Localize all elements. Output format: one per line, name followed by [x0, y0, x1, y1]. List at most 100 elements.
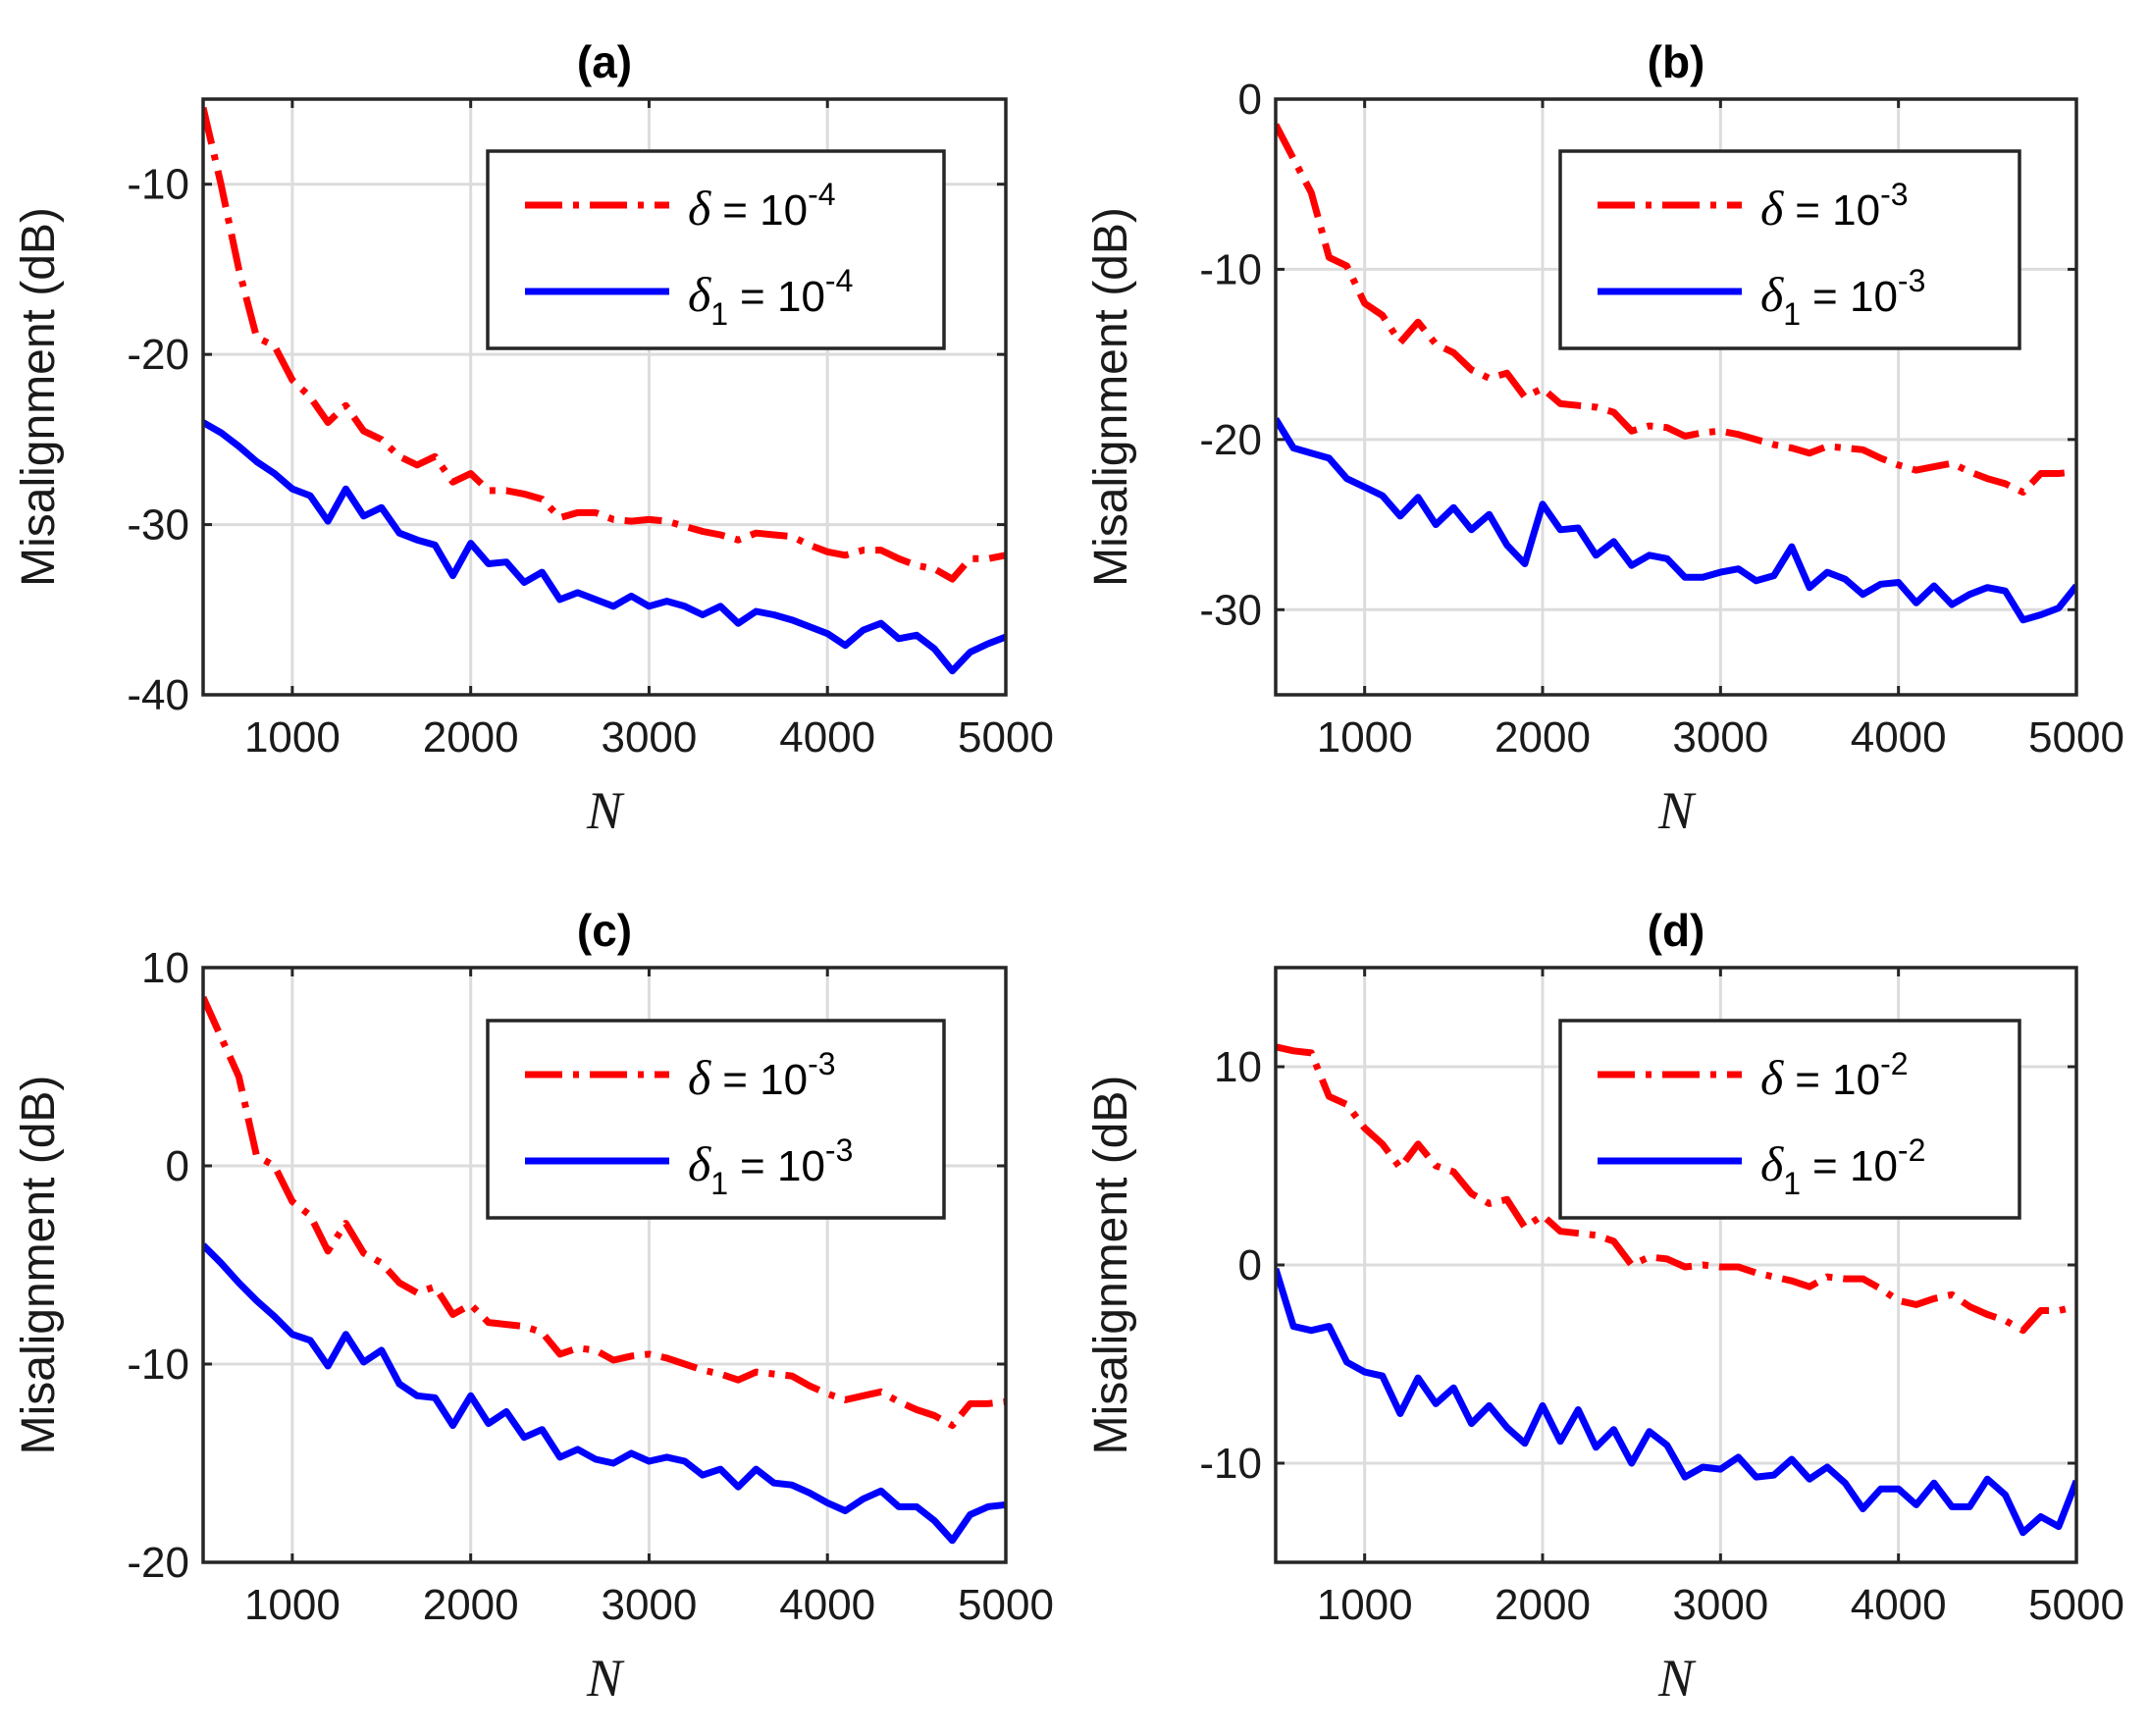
series-line-delta1 — [203, 419, 1006, 675]
y-tick-label: -20 — [127, 1539, 189, 1587]
y-tick-label: -30 — [1199, 586, 1262, 634]
legend-exponent: -4 — [808, 177, 835, 212]
legend-rhs: = 10 — [722, 1056, 808, 1104]
legend-exponent: -2 — [1880, 1046, 1908, 1081]
x-axis-label: N — [586, 1649, 625, 1708]
x-tick-label: 1000 — [1317, 1581, 1413, 1629]
x-tick-label: 4000 — [779, 1581, 875, 1629]
x-axis-label: N — [1657, 781, 1697, 840]
y-axis-label: Misalignment (dB) — [1085, 207, 1137, 587]
y-tick-label: -30 — [127, 501, 189, 550]
legend-subscript: 1 — [710, 1166, 728, 1201]
series-group — [1276, 1043, 2076, 1537]
axes-box — [201, 966, 1008, 1564]
x-tick-label: 1000 — [244, 713, 341, 762]
y-axis-label: Misalignment (dB) — [1085, 1076, 1137, 1455]
x-tick-label: 4000 — [779, 713, 875, 762]
legend-rhs: = 10 — [740, 1142, 825, 1190]
y-tick-label: 10 — [1214, 1043, 1262, 1091]
x-tick-label: 1000 — [244, 1581, 341, 1629]
axes-box — [1274, 97, 2078, 697]
legend-symbol: δ — [1760, 181, 1784, 236]
legend-entry: δ1 = 10-3 — [688, 1132, 853, 1201]
legend-entry: δ = 10-4 — [688, 177, 836, 236]
legend: δ = 10-3δ1 = 10-3 — [1558, 149, 2021, 350]
legend-symbol: δ — [688, 1050, 711, 1105]
x-tick-label: 5000 — [2028, 1581, 2124, 1629]
legend-entry: δ = 10-2 — [1760, 1046, 1909, 1105]
x-axis-label: N — [586, 781, 625, 840]
x-tick-label: 2000 — [1495, 1581, 1591, 1629]
legend-subscript: 1 — [1783, 296, 1801, 332]
y-tick-label: 10 — [141, 944, 189, 992]
legend-exponent: -4 — [825, 263, 853, 298]
legend-rhs: = 10 — [1795, 186, 1880, 235]
legend: δ = 10-2δ1 = 10-2 — [1558, 1019, 2021, 1220]
y-tick-label: 0 — [166, 1142, 189, 1190]
legend-symbol: δ — [688, 1136, 711, 1191]
legend-entry: δ1 = 10-2 — [1760, 1132, 1925, 1201]
x-tick-label: 2000 — [1495, 713, 1591, 762]
series-group — [203, 106, 1006, 675]
x-tick-label: 2000 — [423, 1581, 519, 1629]
chart-title: (d) — [1648, 905, 1705, 956]
legend-subscript: 1 — [710, 296, 728, 332]
axes-box — [201, 97, 1008, 697]
legend-entry: δ = 10-3 — [688, 1046, 836, 1105]
panel-a: 1000 2000 3000 4000 5000 -10 -20 -30 -40 (a) N Misa… — [13, 36, 1054, 840]
legend-entry: δ1 = 10-4 — [688, 263, 853, 332]
y-tick-label: -40 — [127, 671, 189, 719]
legend-box — [486, 149, 946, 350]
y-tick-label: 0 — [1238, 1241, 1262, 1289]
x-tick-label: 3000 — [601, 713, 697, 762]
x-tick-label: 4000 — [1851, 1581, 1947, 1629]
x-tick-label: 1000 — [1317, 713, 1413, 762]
legend-rhs: = 10 — [1812, 1142, 1898, 1190]
y-tick-label: -20 — [127, 331, 189, 379]
panel-b: 1000 2000 3000 4000 5000 0 -10 -20 -30 (b) N Misali… — [1085, 36, 2124, 840]
y-tick-label: -20 — [1199, 416, 1262, 464]
x-tick-label: 4000 — [1851, 713, 1947, 762]
chart-title: (b) — [1648, 36, 1705, 87]
legend-symbol: δ — [1760, 1050, 1784, 1105]
series-line-delta — [203, 995, 1006, 1430]
series-line-delta — [1276, 1043, 2076, 1335]
legend-exponent: -3 — [1898, 263, 1925, 298]
legend-symbol: δ — [1760, 1136, 1784, 1191]
legend-entry: δ1 = 10-3 — [1760, 263, 1925, 332]
legend: δ = 10-3δ1 = 10-3 — [486, 1019, 946, 1220]
legend-exponent: -3 — [808, 1046, 835, 1081]
legend-box — [1558, 149, 2021, 350]
legend-rhs: = 10 — [1812, 273, 1898, 321]
legend-rhs: = 10 — [722, 186, 808, 235]
series-group — [1276, 123, 2076, 624]
legend-rhs: = 10 — [740, 273, 825, 321]
legend-exponent: -3 — [1880, 177, 1908, 212]
legend-symbol: δ — [688, 181, 711, 236]
chart-title: (a) — [577, 36, 632, 87]
y-tick-label: -10 — [1199, 245, 1262, 293]
panel-d: 1000 2000 3000 4000 5000 10 0 -10 (d) N Misalignme… — [1085, 905, 2124, 1708]
series-line-delta1 — [203, 1242, 1006, 1545]
axes-box — [1274, 966, 2078, 1564]
series-group — [203, 995, 1006, 1545]
x-tick-label: 3000 — [1672, 1581, 1768, 1629]
chart-title: (c) — [577, 905, 632, 956]
legend: δ = 10-4δ1 = 10-4 — [486, 149, 946, 350]
y-tick-label: -10 — [127, 1341, 189, 1389]
legend-box — [1558, 1019, 2021, 1220]
series-line-delta — [1276, 123, 2076, 497]
legend-entry: δ = 10-3 — [1760, 177, 1909, 236]
legend-rhs: = 10 — [1795, 1056, 1880, 1104]
x-tick-label: 5000 — [958, 1581, 1054, 1629]
legend-exponent: -2 — [1898, 1132, 1925, 1168]
x-axis-label: N — [1657, 1649, 1697, 1708]
x-tick-label: 3000 — [601, 1581, 697, 1629]
panel-c: 1000 2000 3000 4000 5000 10 0 -10 -20 (c) N Misalig… — [13, 905, 1054, 1708]
y-axis-label: Misalignment (dB) — [13, 1076, 65, 1455]
y-axis-label: Misalignment (dB) — [13, 207, 65, 587]
y-tick-label: -10 — [127, 161, 189, 209]
legend-box — [486, 1019, 946, 1220]
x-tick-label: 5000 — [2028, 713, 2124, 762]
